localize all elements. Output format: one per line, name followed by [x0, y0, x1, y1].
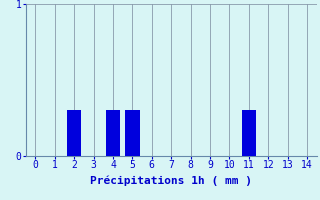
Bar [106, 110, 120, 156]
Bar [242, 110, 256, 156]
Bar [125, 110, 140, 156]
Bar [67, 110, 81, 156]
X-axis label: Précipitations 1h ( mm ): Précipitations 1h ( mm ) [90, 176, 252, 186]
